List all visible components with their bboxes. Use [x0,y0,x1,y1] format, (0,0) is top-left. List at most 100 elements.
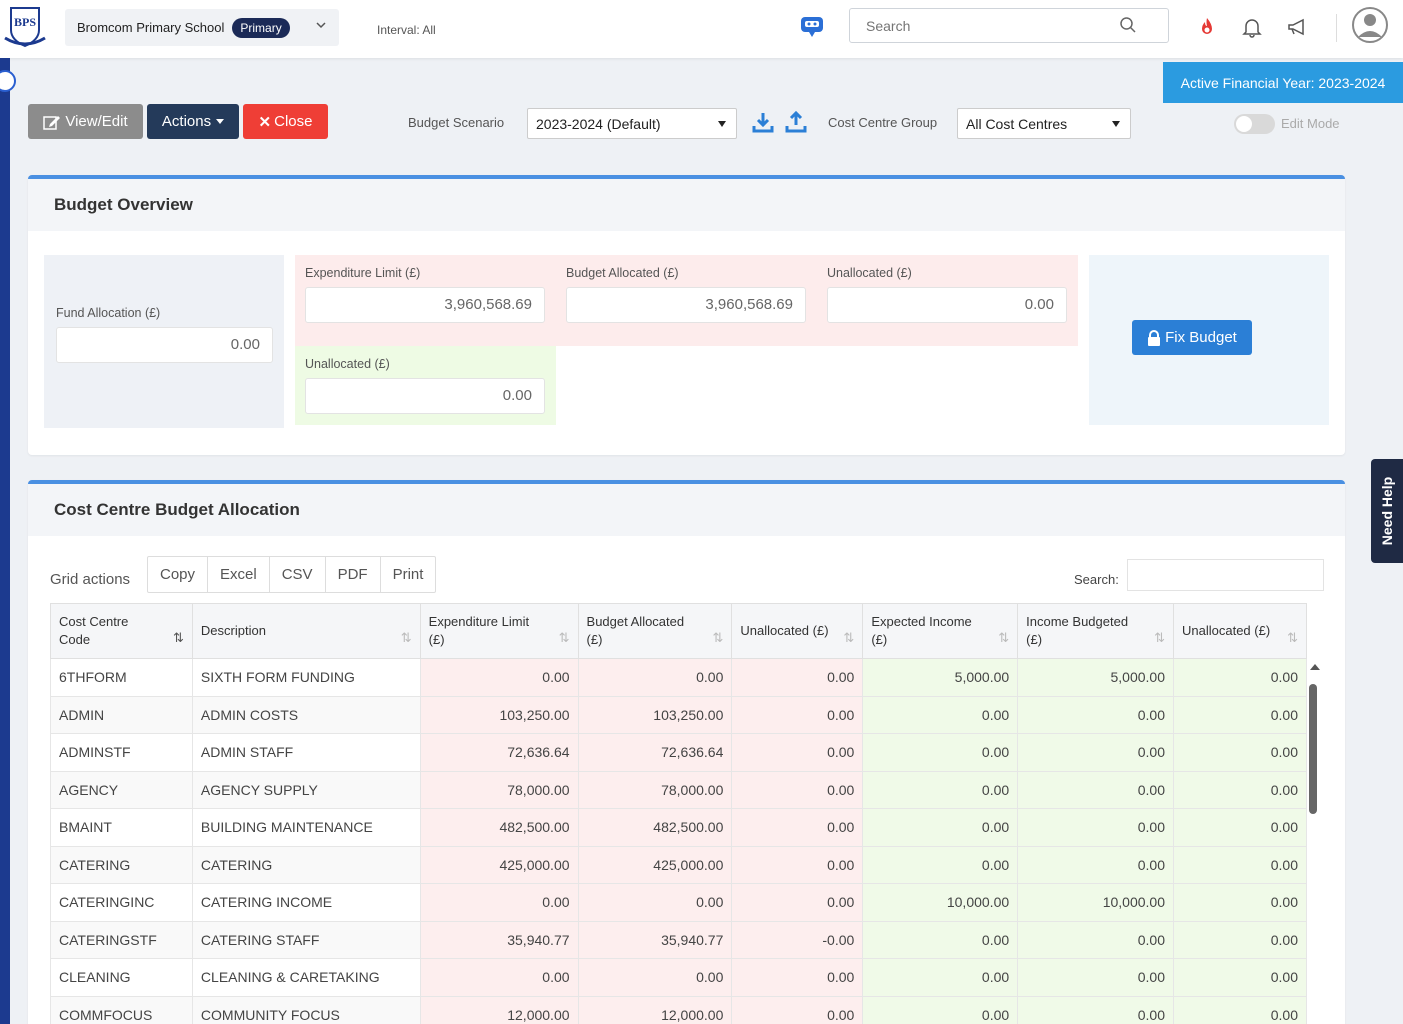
column-header[interactable]: Income Budgeted (£) ⇅ [1017,603,1174,659]
table-cell: -0.00 [731,920,864,959]
school-selector[interactable]: Bromcom Primary School Primary [65,9,339,46]
table-cell: 10,000.00 [862,883,1019,922]
table-cell: 0.00 [731,733,864,772]
left-sidebar-strip [0,58,10,1024]
copy-button[interactable]: Copy [148,557,209,592]
table-row[interactable]: CATERING CATERING 425,000.00 425,000.00 0.00… [50,845,1307,884]
column-header-label: Expected Income (£) [871,614,972,647]
grid-search-input[interactable] [1127,559,1324,591]
toggle-knob [1236,116,1252,132]
sort-icon[interactable]: ⇅ [998,630,1010,645]
sort-icon[interactable]: ⇅ [558,630,570,645]
fix-budget-label: Fix Budget [1165,329,1237,346]
caret-down-icon [1112,121,1120,127]
table-cell: ADMIN COSTS [191,695,421,734]
table-cell: ADMINSTF [50,733,193,772]
column-header-label: Income Budgeted (£) [1026,614,1129,647]
table-row[interactable]: COMMFOCUS COMMUNITY FOCUS 12,000.00 12,000.… [50,995,1307,1024]
sort-icon[interactable]: ⇅ [173,630,184,645]
fund-allocation-label: Fund Allocation (£) [56,306,161,320]
table-cell: 0.00 [577,883,733,922]
grid-search-label: Search: [1074,572,1119,587]
table-cell: 0.00 [577,658,733,697]
table-cell: 12,000.00 [419,995,579,1024]
table-cell: AGENCY SUPPLY [191,770,421,809]
close-button[interactable]: ✕ Close [243,104,328,139]
upload-icon[interactable] [785,111,807,133]
table-cell: CATERING STAFF [191,920,421,959]
table-row[interactable]: CLEANING CLEANING & CARETAKING 0.00 0.00 0.0… [50,958,1307,997]
sort-icon[interactable]: ⇅ [712,630,724,645]
bell-icon[interactable] [1242,16,1262,38]
table-cell: 0.00 [731,695,864,734]
scroll-up-arrow-icon[interactable] [1310,664,1320,670]
table-cell: 35,940.77 [577,920,733,959]
sort-icon[interactable]: ⇅ [400,630,412,645]
global-search-input[interactable] [849,8,1169,43]
csv-button[interactable]: CSV [270,557,326,592]
need-help-tab[interactable]: Need Help [1371,459,1403,563]
budget-allocated-label: Budget Allocated (£) [566,266,679,280]
table-cell: 0.00 [1017,808,1174,847]
table-cell: 5,000.00 [862,658,1019,697]
column-header-label: Budget Allocated (£) [586,614,685,647]
table-cell: 0.00 [731,958,864,997]
flame-icon[interactable] [1197,16,1217,38]
table-cell: CATERINGSTF [50,920,193,959]
need-help-label: Need Help [1379,476,1395,546]
allocation-title: Cost Centre Budget Allocation [28,484,1345,536]
column-header[interactable]: Cost Centre Code ⇅ [50,603,193,659]
table-cell: 35,940.77 [419,920,579,959]
view-edit-button[interactable]: View/Edit [28,104,143,139]
excel-button[interactable]: Excel [208,557,270,592]
column-header[interactable]: Unallocated (£) ⇅ [731,603,864,659]
table-row[interactable]: BMAINT BUILDING MAINTENANCE 482,500.00 482,… [50,808,1307,847]
print-button[interactable]: Print [392,566,424,583]
table-cell: 0.00 [862,695,1019,734]
school-logo[interactable]: BPS [3,6,47,48]
table-cell: 72,636.64 [419,733,579,772]
actions-label: Actions [161,113,212,130]
download-icon[interactable] [752,111,774,133]
sort-icon[interactable]: ⇅ [843,630,855,645]
sort-icon[interactable]: ⇅ [1287,630,1298,645]
cost-centre-group-select[interactable]: All Cost Centres [957,108,1131,139]
chatbot-icon[interactable] [799,14,825,38]
column-header[interactable]: Budget Allocated (£) ⇅ [577,603,733,659]
table-row[interactable]: 6THFORM SIXTH FORM FUNDING 0.00 0.00 0.00 5,0… [50,658,1307,697]
table-cell: 0.00 [1017,733,1174,772]
table-cell: 0.00 [862,808,1019,847]
unallocated-label: Unallocated (£) [827,266,912,280]
fix-budget-button[interactable]: Fix Budget [1132,320,1252,355]
column-header[interactable]: Expected Income (£) ⇅ [862,603,1019,659]
cost-centre-group-value: All Cost Centres [966,115,1068,132]
table-cell: 0.00 [1017,995,1174,1024]
table-cell: CATERING [50,845,193,884]
table-cell: 0.00 [862,770,1019,809]
budget-scenario-select[interactable]: 2023-2024 (Default) [527,108,737,139]
table-row[interactable]: ADMINSTF ADMIN STAFF 72,636.64 72,636.64 0.0… [50,733,1307,772]
table-row[interactable]: CATERINGINC CATERING INCOME 0.00 0.00 0.00 10… [50,883,1307,922]
edit-mode-toggle[interactable] [1234,114,1275,134]
sidebar-toggle-icon[interactable] [0,70,16,92]
table-cell: 103,250.00 [419,695,579,734]
table-row[interactable]: ADMIN ADMIN COSTS 103,250.00 103,250.00 0.00… [50,695,1307,734]
table-cell: 0.00 [862,845,1019,884]
search-icon[interactable] [1119,16,1137,34]
school-type-badge: Primary [232,17,290,38]
table-cell: 78,000.00 [577,770,733,809]
table-cell: AGENCY [50,770,193,809]
pdf-button[interactable]: PDF [326,557,381,592]
column-header[interactable]: Unallocated (£) ⇅ [1173,603,1307,659]
column-header[interactable]: Description ⇅ [191,603,421,659]
table-scrollbar[interactable] [1309,684,1317,814]
column-header[interactable]: Expenditure Limit (£) ⇅ [419,603,579,659]
actions-dropdown-button[interactable]: Actions [147,104,239,139]
table-cell: 78,000.00 [419,770,579,809]
megaphone-icon[interactable] [1286,16,1308,38]
table-row[interactable]: AGENCY AGENCY SUPPLY 78,000.00 78,000.00 0.0… [50,770,1307,809]
lock-icon [1148,329,1161,346]
user-avatar-icon[interactable] [1351,6,1389,44]
table-row[interactable]: CATERINGSTF CATERING STAFF 35,940.77 35,940… [50,920,1307,959]
sort-icon[interactable]: ⇅ [1154,630,1165,645]
